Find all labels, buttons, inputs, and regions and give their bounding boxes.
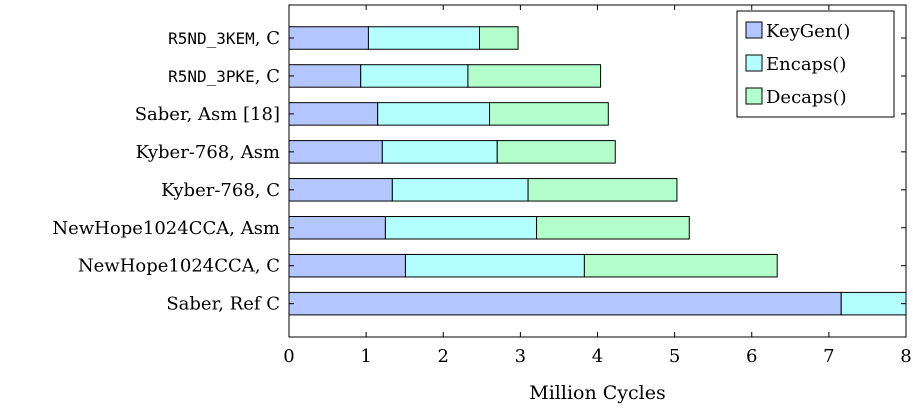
category-label-4: Kyber-768, Asm bbox=[136, 142, 280, 163]
ticks-layer: 0 1 2 3 4 5 6 7 8 bbox=[283, 5, 912, 367]
category-label-7: NewHope1024CCA, C bbox=[78, 256, 280, 277]
category-label-1: R5ND_3KEM, C bbox=[168, 28, 280, 49]
x-tick-label-5: 4 bbox=[592, 346, 603, 367]
x-tick-label-1: 0 bbox=[283, 346, 294, 367]
x-tick-label-2: 1 bbox=[360, 346, 371, 367]
bar-4-series-1 bbox=[288, 140, 383, 164]
category-label-8: Saber, Ref C bbox=[166, 294, 280, 315]
bar-1-series-1 bbox=[288, 26, 369, 50]
category-label-3: Saber, Asm [18] bbox=[135, 104, 280, 125]
category-label-5: Kyber-768, C bbox=[161, 180, 280, 201]
legend-swatch-1 bbox=[745, 21, 763, 39]
legend-box bbox=[736, 10, 895, 118]
bar-6-series-2 bbox=[384, 216, 538, 240]
bar-8-series-1 bbox=[288, 291, 842, 316]
legend-label-3: Decaps() bbox=[766, 87, 847, 108]
bar-5-series-3 bbox=[527, 178, 678, 202]
x-tick-label-9: 8 bbox=[900, 346, 911, 367]
bar-4-series-3 bbox=[496, 140, 616, 164]
bar-2-series-1 bbox=[288, 64, 362, 88]
x-tick-label-6: 5 bbox=[669, 346, 680, 367]
bar-1-series-3 bbox=[478, 26, 519, 50]
bar-2-series-3 bbox=[467, 64, 602, 88]
legend-swatch-3 bbox=[745, 87, 763, 105]
x-tick-label-4: 3 bbox=[515, 346, 526, 367]
x-tick-label-8: 7 bbox=[823, 346, 834, 367]
bar-2-series-2 bbox=[360, 64, 469, 88]
bar-7-series-2 bbox=[404, 253, 585, 278]
bar-6-series-3 bbox=[536, 216, 690, 240]
bar-1-series-2 bbox=[367, 26, 480, 50]
x-tick-label-7: 6 bbox=[746, 346, 757, 367]
bar-3-series-1 bbox=[288, 102, 379, 126]
legend-swatch-2 bbox=[745, 54, 763, 72]
category-labels: R5ND_3KEM, C R5ND_3PKE, C Saber, Asm [18] K… bbox=[52, 28, 280, 315]
bar-7-series-3 bbox=[583, 253, 778, 278]
bar-8-series-2 bbox=[840, 291, 907, 316]
bar-5-series-2 bbox=[391, 178, 529, 202]
bar-4-series-2 bbox=[381, 140, 498, 164]
bar-5-series-1 bbox=[288, 178, 393, 202]
legend-label-2: Encaps() bbox=[766, 54, 846, 75]
legend: KeyGen() Encaps() Decaps() bbox=[736, 10, 895, 118]
x-tick-label-3: 2 bbox=[438, 346, 449, 367]
bar-3-series-3 bbox=[489, 102, 609, 126]
legend-label-1: KeyGen() bbox=[766, 21, 850, 42]
bars-layer bbox=[288, 26, 907, 316]
bar-3-series-2 bbox=[377, 102, 491, 126]
x-axis-label: Million Cycles bbox=[529, 382, 665, 404]
bar-6-series-1 bbox=[288, 216, 386, 240]
bar-7-series-1 bbox=[288, 253, 406, 278]
category-label-2: R5ND_3PKE, C bbox=[168, 66, 280, 87]
category-label-6: NewHope1024CCA, Asm bbox=[52, 218, 280, 239]
